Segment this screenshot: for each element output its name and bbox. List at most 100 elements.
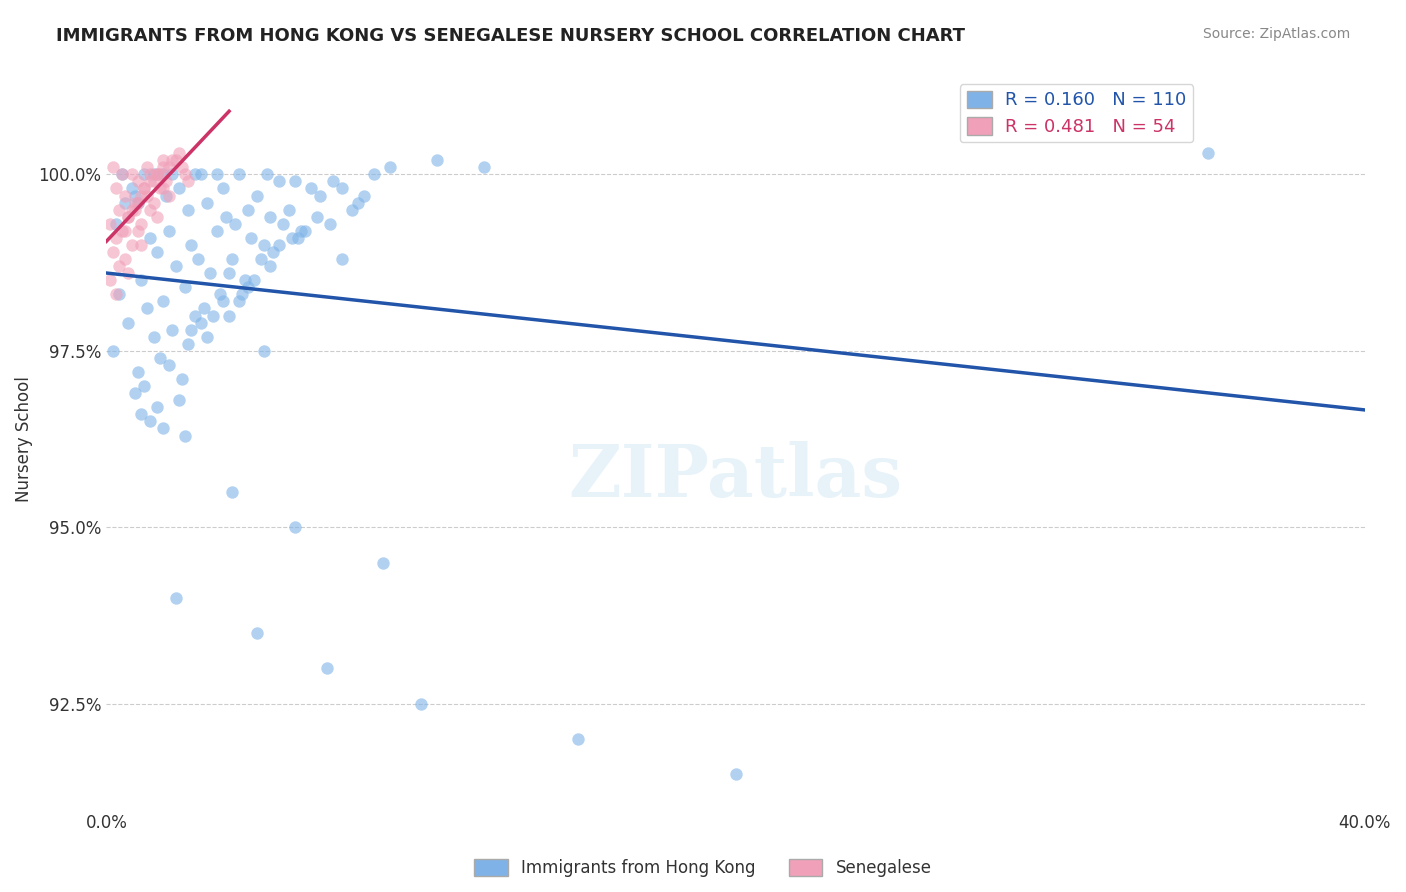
Point [195,329,218,343]
Point [205,224,228,238]
Point [240,231,263,245]
Point [243,273,266,287]
Point [129,217,152,231]
Point [139,174,162,188]
Point [121,167,143,181]
Point [174,167,197,181]
Point [567,731,589,746]
Point [149,167,172,181]
Point [165,153,187,168]
Point [124,188,146,202]
Point [114,188,136,202]
Point [177,336,200,351]
Point [142,167,165,181]
Point [127,195,149,210]
Point [129,273,152,287]
Point [117,316,139,330]
Point [332,252,354,266]
Point [253,238,276,252]
Legend: Immigrants from Hong Kong, Senegalese: Immigrants from Hong Kong, Senegalese [468,852,938,884]
Text: IMMIGRANTS FROM HONG KONG VS SENEGALESE NURSERY SCHOOL CORRELATION CHART: IMMIGRANTS FROM HONG KONG VS SENEGALESE … [56,27,966,45]
Point [108,259,131,273]
Point [142,195,165,210]
Point [127,174,149,188]
Point [180,323,202,337]
Point [155,174,177,188]
Point [319,217,342,231]
Point [284,174,307,188]
Point [373,556,395,570]
Point [157,358,180,372]
Point [228,294,250,309]
Point [190,167,212,181]
Point [200,266,222,280]
Point [98,217,121,231]
Point [221,485,243,500]
Point [152,161,174,175]
Legend: R = 0.160   N = 110, R = 0.481   N = 54: R = 0.160 N = 110, R = 0.481 N = 54 [960,84,1192,142]
Point [162,153,184,168]
Point [101,161,124,175]
Point [104,217,127,231]
Point [259,259,281,273]
Point [104,287,127,301]
Point [134,181,156,195]
Point [134,379,156,393]
Point [218,266,240,280]
Point [142,174,165,188]
Point [269,238,291,252]
Point [101,245,124,260]
Point [183,309,205,323]
Point [183,167,205,181]
Point [162,323,184,337]
Point [157,188,180,202]
Point [111,167,134,181]
Point [167,146,190,161]
Point [409,697,432,711]
Point [307,210,329,224]
Point [177,202,200,217]
Point [127,224,149,238]
Point [277,202,299,217]
Point [224,217,246,231]
Point [221,252,243,266]
Point [114,195,136,210]
Point [111,224,134,238]
Point [246,626,269,640]
Point [117,210,139,224]
Point [157,161,180,175]
Point [271,217,294,231]
Point [167,181,190,195]
Point [187,252,209,266]
Point [121,202,143,217]
Point [129,188,152,202]
Point [202,309,225,323]
Point [246,188,269,202]
Point [136,161,159,175]
Point [124,386,146,401]
Point [129,238,152,252]
Point [152,153,174,168]
Point [114,252,136,266]
Point [724,767,747,781]
Point [228,167,250,181]
Point [284,520,307,534]
Point [353,188,375,202]
Point [162,167,184,181]
Point [142,329,165,343]
Point [281,231,304,245]
Point [193,301,215,316]
Point [170,161,193,175]
Point [347,195,370,210]
Point [121,181,143,195]
Point [1197,146,1219,161]
Point [170,372,193,386]
Point [127,365,149,379]
Text: Source: ZipAtlas.com: Source: ZipAtlas.com [1202,27,1350,41]
Point [121,238,143,252]
Y-axis label: Nursery School: Nursery School [15,376,32,502]
Point [152,181,174,195]
Point [472,161,495,175]
Point [205,167,228,181]
Point [139,231,162,245]
